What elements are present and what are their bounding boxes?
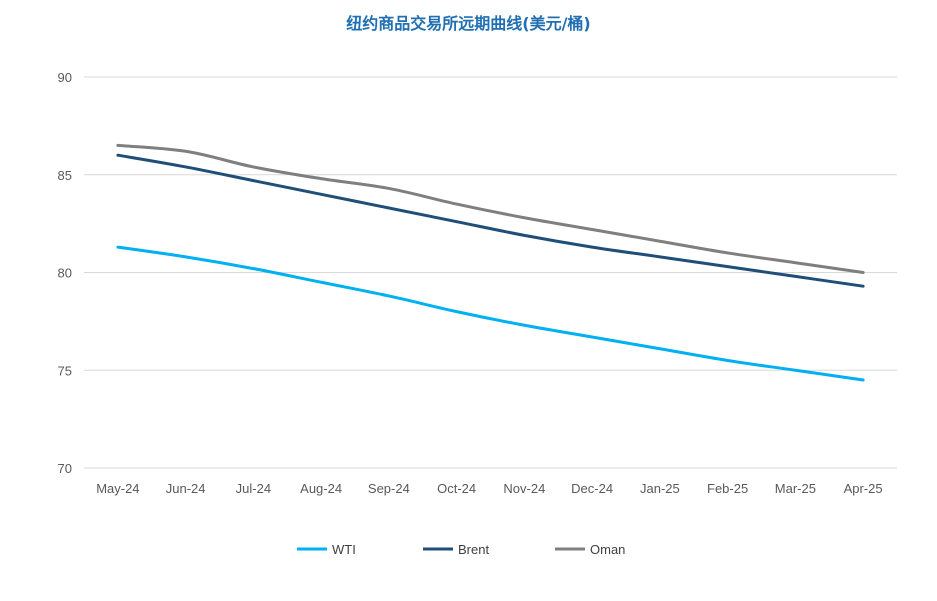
y-tick-label: 75 <box>58 363 72 378</box>
x-tick-label: Jan-25 <box>640 481 680 496</box>
series-line-wti <box>116 245 865 382</box>
chart-title: 纽约商品交易所远期曲线(美元/桶) <box>346 14 591 33</box>
x-tick-label: Dec-24 <box>571 481 613 496</box>
x-tick-label: May-24 <box>96 481 139 496</box>
x-tick-label: Feb-25 <box>707 481 748 496</box>
x-tick-label: Apr-25 <box>844 481 883 496</box>
legend-label-oman: Oman <box>590 542 625 557</box>
series-line-oman <box>116 143 865 274</box>
y-tick-label: 80 <box>58 266 72 281</box>
x-tick-label: Mar-25 <box>775 481 816 496</box>
y-tick-label: 90 <box>58 70 72 85</box>
x-tick-label: Sep-24 <box>368 481 410 496</box>
y-tick-label: 70 <box>58 461 72 476</box>
x-tick-label: Jun-24 <box>166 481 206 496</box>
x-tick-label: Oct-24 <box>437 481 476 496</box>
legend-label-brent: Brent <box>458 542 489 557</box>
legend-label-wti: WTI <box>332 542 356 557</box>
series-line-brent <box>116 153 865 288</box>
y-tick-label: 85 <box>58 168 72 183</box>
x-tick-label: Aug-24 <box>300 481 342 496</box>
x-tick-label: Jul-24 <box>236 481 271 496</box>
x-tick-label: Nov-24 <box>503 481 545 496</box>
